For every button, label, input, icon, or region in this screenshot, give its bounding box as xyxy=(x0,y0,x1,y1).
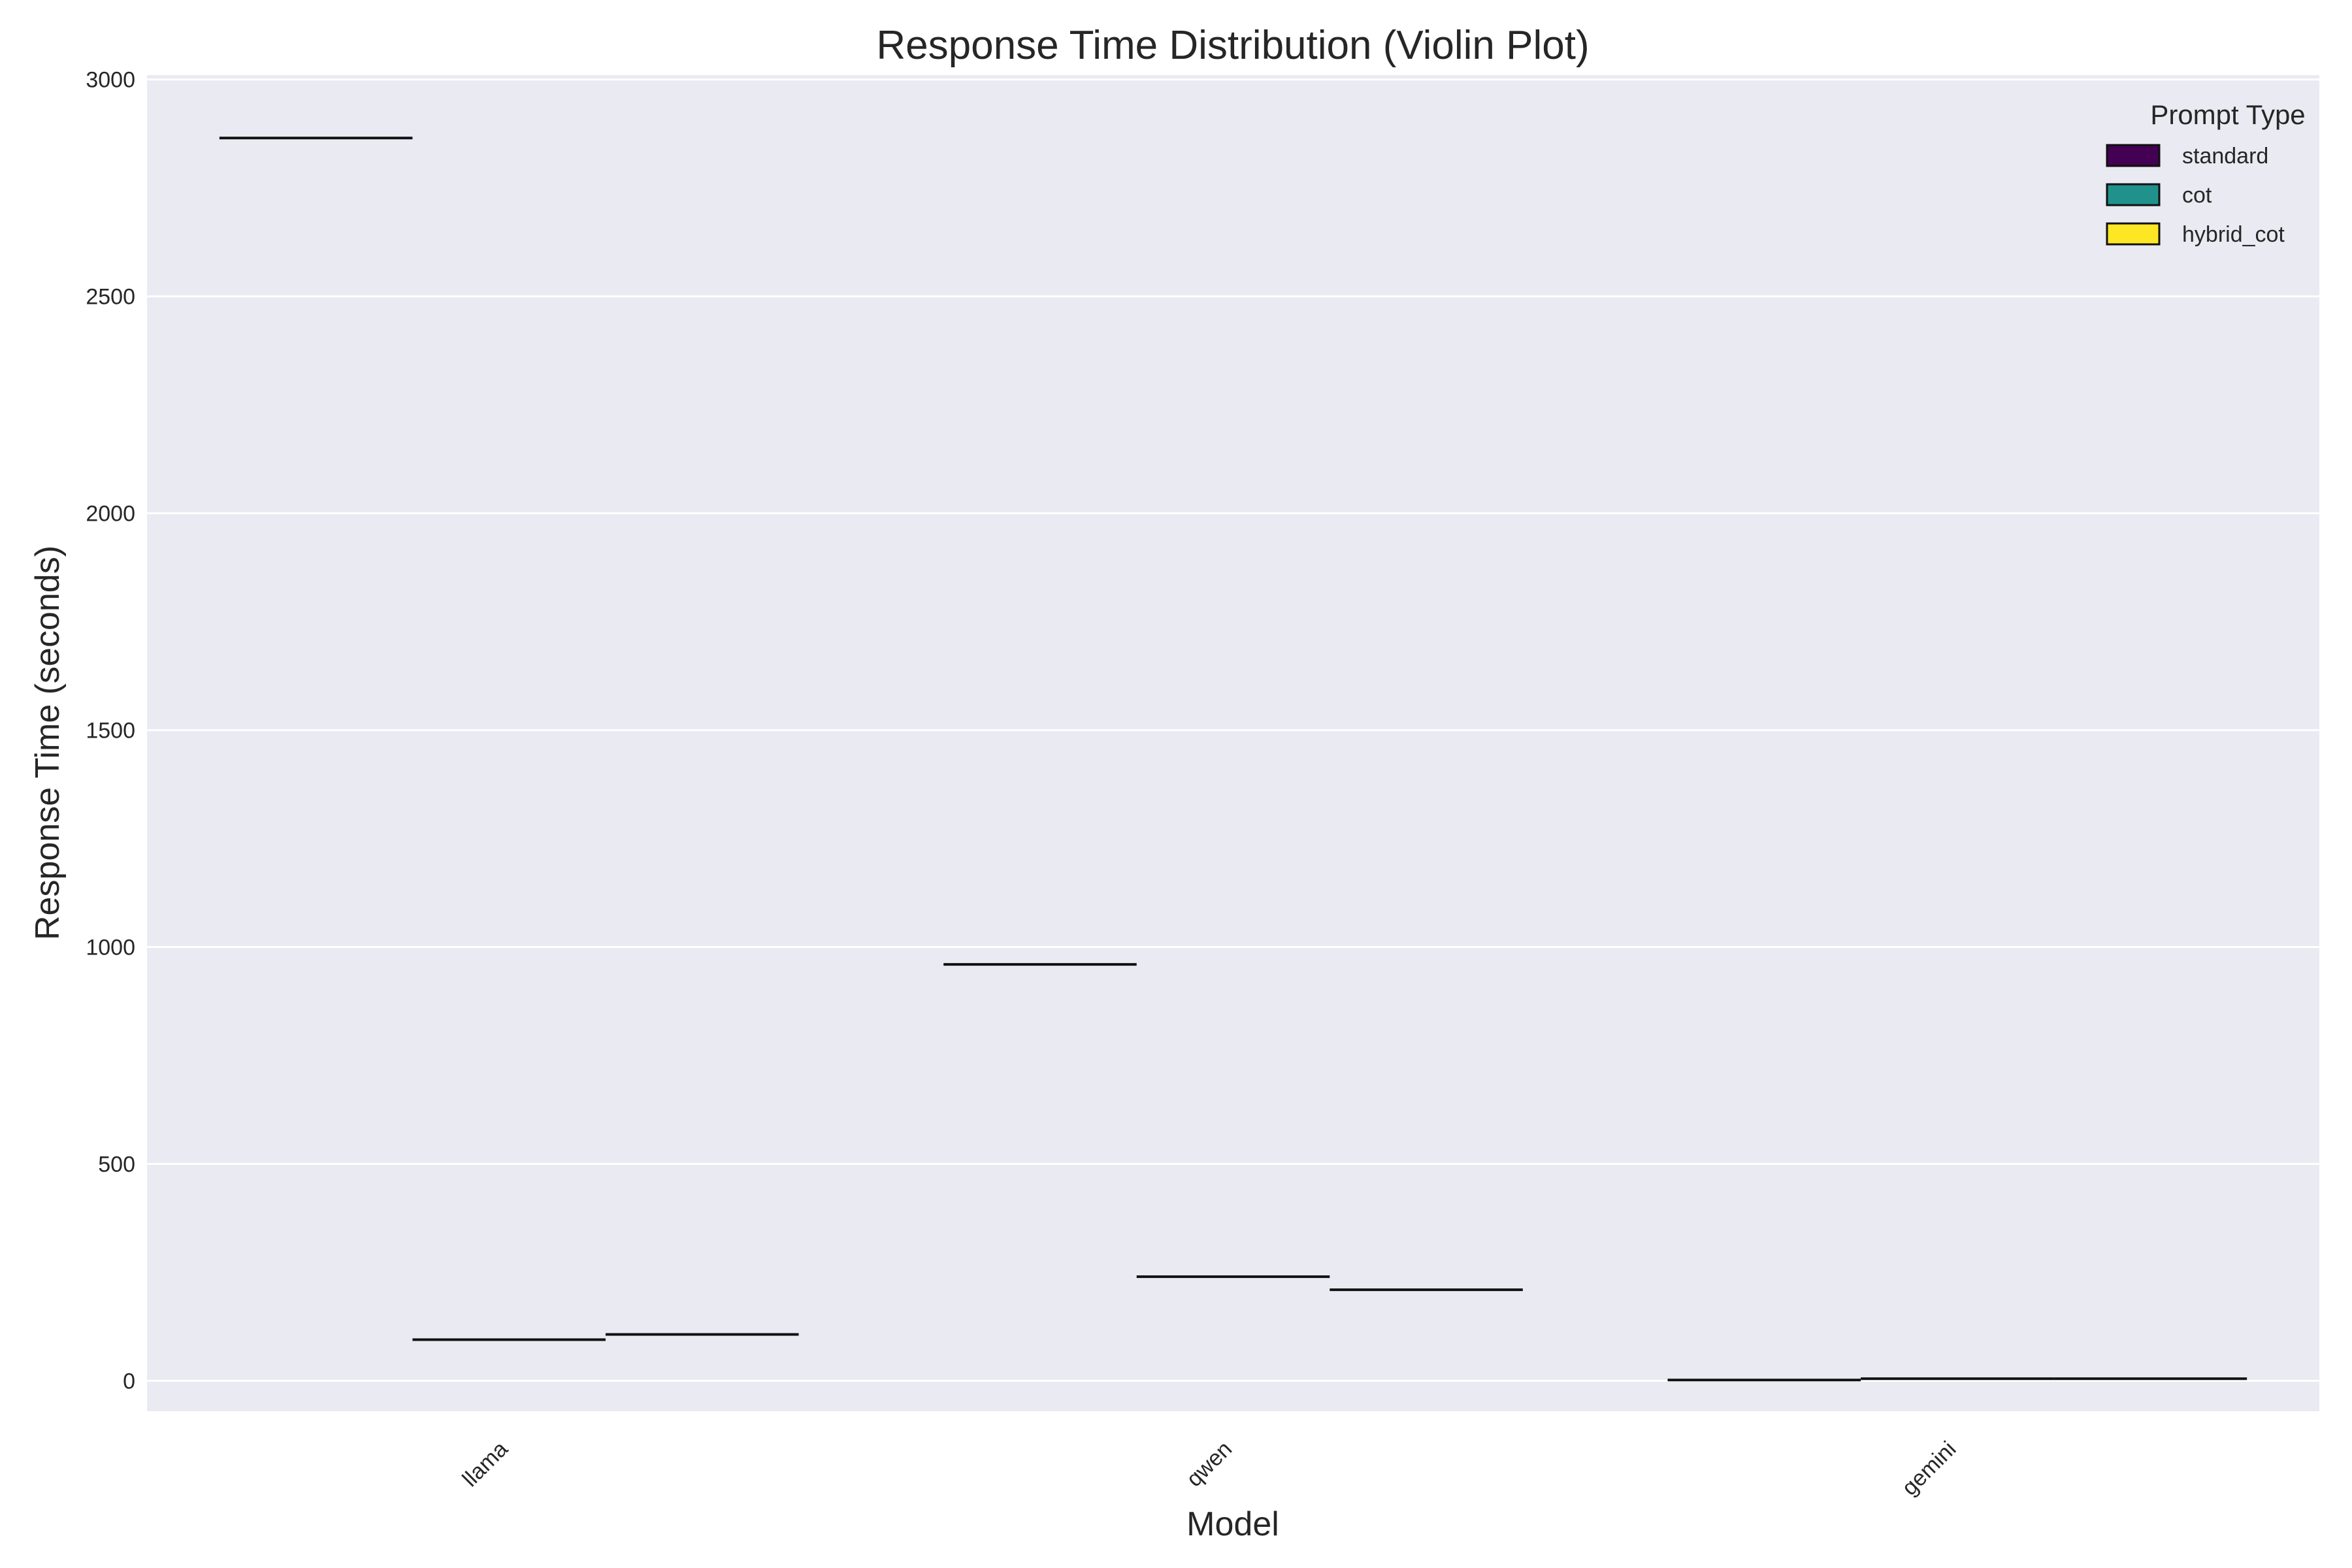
grid-lines xyxy=(147,78,2319,1382)
legend-swatch-cot xyxy=(2106,183,2161,206)
violin-marks xyxy=(219,137,2247,1382)
x-tick-label: gemini xyxy=(1897,1437,1961,1501)
x-tick-label: qwen xyxy=(1182,1437,1237,1492)
chart-title: Response Time Distribution (Violin Plot) xyxy=(876,23,1589,68)
y-tick-label: 1500 xyxy=(86,719,135,743)
y-tick-labels: 0 500 1000 1500 2000 2500 3000 xyxy=(86,68,135,1394)
legend-swatch-hybrid_cot xyxy=(2106,222,2161,246)
y-tick-label: 1000 xyxy=(86,936,135,960)
y-tick-label: 3000 xyxy=(86,68,135,93)
y-axis-label: Response Time (seconds) xyxy=(29,546,67,940)
legend-label-standard: standard xyxy=(2182,144,2268,169)
x-tick-label: llama xyxy=(458,1437,513,1492)
legend-label-cot: cot xyxy=(2182,183,2212,208)
y-tick-label: 2000 xyxy=(86,502,135,527)
legend-label-hybrid_cot: hybrid_cot xyxy=(2182,222,2285,247)
legend-title: Prompt Type xyxy=(2150,99,2305,130)
x-axis-label: Model xyxy=(1186,1505,1279,1543)
y-tick-label: 0 xyxy=(123,1369,135,1394)
plot-background xyxy=(147,75,2319,1411)
y-tick-label: 2500 xyxy=(86,285,135,310)
legend-swatch-standard xyxy=(2106,144,2161,167)
legend-items: standard cot hybrid_cot xyxy=(2106,144,2285,247)
x-tick-labels: llama qwen gemini xyxy=(458,1437,1961,1501)
y-tick-label: 500 xyxy=(98,1152,135,1177)
legend: Prompt Type standard cot hybrid_cot xyxy=(2106,99,2306,247)
